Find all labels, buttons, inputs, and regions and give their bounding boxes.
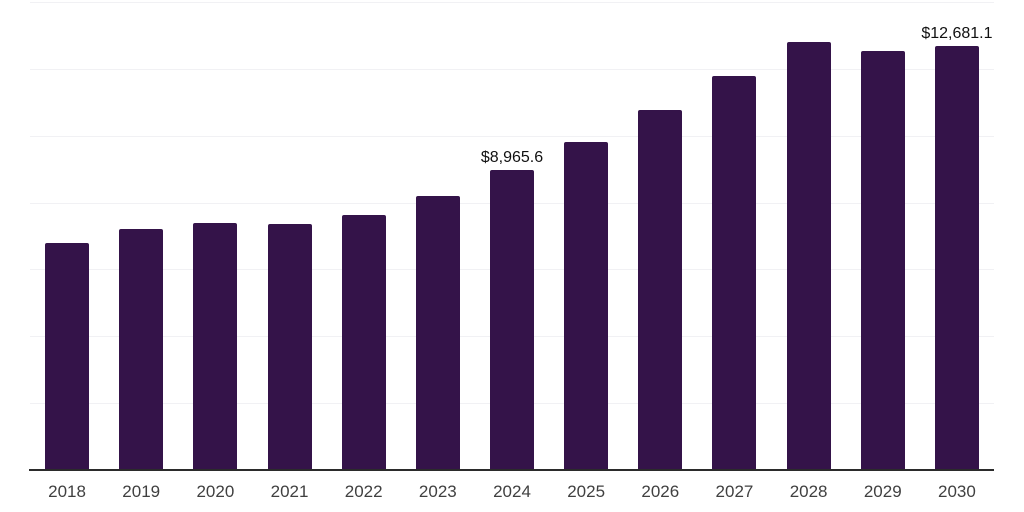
bar-2018 (45, 243, 90, 470)
x-tick-label-2022: 2022 (344, 482, 383, 501)
bar-2021 (267, 223, 312, 470)
x-tick-label-2018: 2018 (48, 482, 86, 501)
bar-2024 (490, 170, 534, 470)
data-label-2024: $8,965.6 (480, 149, 544, 167)
x-tick-label-2030: 2030 (938, 482, 976, 501)
bar-2030 (934, 46, 979, 470)
x-tick-label-2020: 2020 (196, 482, 235, 501)
gridline (30, 135, 994, 137)
x-tick-label-2019: 2019 (122, 482, 161, 501)
x-axis-line (29, 469, 994, 471)
x-tick-label-2028: 2028 (789, 482, 828, 501)
x-tick-label-2026: 2026 (641, 482, 680, 501)
x-tick-label-2023: 2023 (418, 482, 457, 501)
bar-2027 (712, 76, 757, 470)
x-tick-label-2025: 2025 (567, 482, 606, 501)
bar-2020 (193, 222, 238, 470)
bar-2026 (638, 109, 683, 470)
x-tick-label-2029: 2029 (863, 482, 902, 501)
bar-2028 (786, 42, 831, 470)
bar-2019 (119, 228, 164, 470)
gridline (30, 2, 994, 3)
data-label-2030: $12,681.1 (921, 25, 993, 43)
bar-2022 (341, 215, 386, 470)
gridline (30, 68, 994, 70)
x-tick-label-2024: 2024 (493, 482, 531, 501)
bar-2023 (415, 195, 460, 470)
bar-2025 (564, 142, 609, 470)
bar-2029 (860, 51, 905, 470)
x-tick-label-2027: 2027 (715, 482, 754, 501)
x-tick-label-2021: 2021 (270, 482, 309, 501)
